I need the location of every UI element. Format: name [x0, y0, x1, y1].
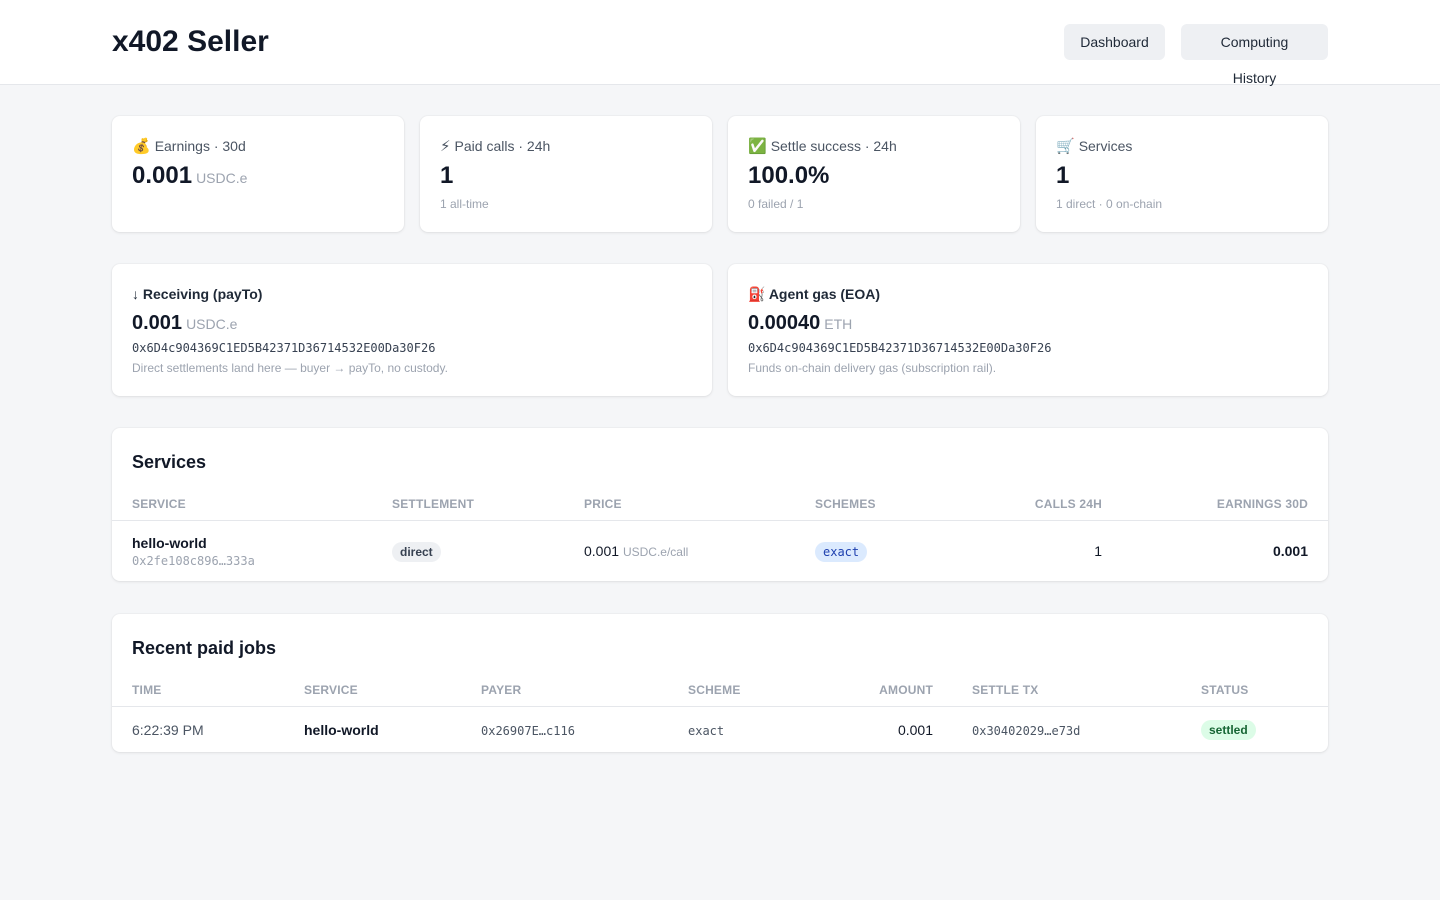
stat-label: Settle success · 24h [770, 138, 897, 154]
lightning-icon: ⚡ [440, 138, 451, 155]
divider [112, 520, 1328, 521]
stat-value: 1 [1056, 162, 1070, 189]
price-unit: USDC.e/call [622, 545, 689, 559]
app-title: x402 Seller [112, 25, 269, 58]
job-service[interactable]: hello-world [304, 722, 379, 738]
wallet-balance: 0.00040 [748, 312, 821, 334]
agent-gas-card: ⛽ Agent gas (EOA) 0.00040 ETH 0x6D4c90436… [728, 264, 1328, 396]
wallet-note: Direct settlements land here — buyer → p… [132, 361, 448, 375]
wallet-address: 0x6D4c904369C1ED5B42371D36714532E00Da30F… [748, 341, 1052, 355]
job-payer[interactable]: 0x26907E…c116 [481, 724, 575, 738]
settlement-badge: direct [392, 542, 441, 562]
shopping-cart-icon: 🛒 [1056, 138, 1075, 155]
status-badge: settled [1201, 720, 1256, 740]
wallet-note: Funds on-chain delivery gas (subscriptio… [748, 361, 997, 375]
job-scheme: exact [688, 724, 725, 738]
check-mark-icon: ✅ [748, 138, 767, 155]
stat-value: 0.001 [132, 162, 193, 189]
stat-label: Earnings · 30d [154, 138, 246, 154]
top-bar: x402 Seller Dashboard Computing History [0, 0, 1440, 86]
wallet-balance: 0.001 [132, 312, 183, 334]
stat-card-paid-calls: ⚡ Paid calls · 24h 1 1 all-time [420, 116, 712, 232]
column-header: STATUS [1201, 683, 1249, 697]
column-header: CALLS 24H [1034, 497, 1102, 511]
computing-history-button[interactable]: Computing History [1181, 24, 1328, 86]
money-bag-icon: 💰 [132, 138, 151, 155]
service-name[interactable]: hello-world [132, 535, 207, 551]
stat-card-services: 🛒 Services 1 1 direct · 0 on-chain [1036, 116, 1328, 232]
stat-card-settle-success: ✅ Settle success · 24h 100.0% 0 failed / … [728, 116, 1020, 232]
column-header: TIME [132, 683, 162, 697]
column-header: SCHEME [688, 683, 741, 697]
wallet-label: Receiving (payTo) [142, 286, 263, 302]
services-section: Services SERVICE SETTLEMENT PRICE SCHEME… [112, 428, 1328, 581]
price-value: 0.001 [584, 543, 620, 559]
recent-jobs-section: Recent paid jobs TIME SERVICE PAYER SCHE… [112, 614, 1328, 752]
job-settle-tx[interactable]: 0x30402029…e73d [972, 724, 1081, 738]
job-time: 6:22:39 PM [132, 722, 204, 738]
wallet-label: Agent gas (EOA) [768, 286, 881, 302]
column-header: SERVICE [132, 497, 186, 511]
receiving-wallet-card: ↓ Receiving (payTo) 0.001 USDC.e 0x6D4c90… [112, 264, 712, 396]
wallet-unit: USDC.e [186, 316, 238, 332]
column-header: SCHEMES [815, 497, 876, 511]
fuel-pump-icon: ⛽ [748, 286, 766, 302]
column-header: PRICE [584, 497, 622, 511]
stat-value: 100.0% [748, 162, 830, 189]
wallet-unit: ETH [824, 316, 853, 332]
stat-card-earnings: 💰 Earnings · 30d 0.001 USDC.e [112, 116, 404, 232]
stat-label: Paid calls · 24h [454, 138, 551, 154]
job-amount: 0.001 [897, 722, 933, 738]
scheme-badge: exact [815, 542, 868, 562]
column-header: EARNINGS 30D [1216, 497, 1308, 511]
services-title: Services [132, 452, 207, 472]
calls-24h: 1 [1094, 543, 1102, 559]
down-arrow-icon: ↓ [132, 286, 139, 302]
stat-subtext: 0 failed / 1 [748, 197, 804, 211]
recent-jobs-title: Recent paid jobs [132, 638, 277, 658]
column-header: AMOUNT [879, 683, 933, 697]
service-id: 0x2fe108c896…333a [132, 554, 255, 568]
column-header: PAYER [481, 683, 522, 697]
divider [112, 706, 1328, 707]
column-header: SETTLEMENT [392, 497, 474, 511]
stat-subtext: 1 direct · 0 on-chain [1056, 197, 1163, 211]
stat-label: Services [1078, 138, 1133, 154]
earnings-30d: 0.001 [1272, 543, 1308, 559]
wallet-address: 0x6D4c904369C1ED5B42371D36714532E00Da30F… [132, 341, 436, 355]
stat-unit: USDC.e [196, 170, 248, 186]
column-header: SERVICE [304, 683, 358, 697]
dashboard-button[interactable]: Dashboard [1064, 24, 1165, 60]
stat-value: 1 [440, 162, 454, 189]
stat-subtext: 1 all-time [440, 197, 489, 211]
column-header: SETTLE TX [972, 683, 1039, 697]
